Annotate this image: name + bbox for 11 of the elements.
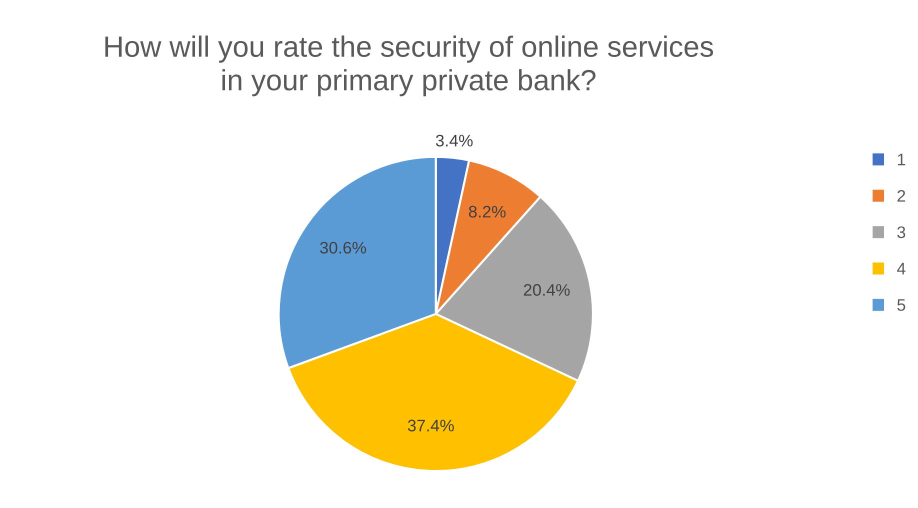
legend-label: 3 — [897, 226, 906, 238]
data-label: 3.4% — [436, 134, 473, 147]
data-label: 30.6% — [320, 242, 366, 254]
legend-label: 1 — [898, 154, 906, 166]
legend-label: 2 — [898, 190, 906, 202]
chart-title: How will you rate the security of online services in your primary private bank? — [105, 36, 714, 96]
legend-label: 4 — [897, 262, 906, 274]
data-label: 8.2% — [468, 206, 506, 218]
data-label: 37.4% — [408, 420, 454, 432]
legend-label: 5 — [897, 299, 906, 311]
data-label: 20.4% — [524, 284, 570, 296]
